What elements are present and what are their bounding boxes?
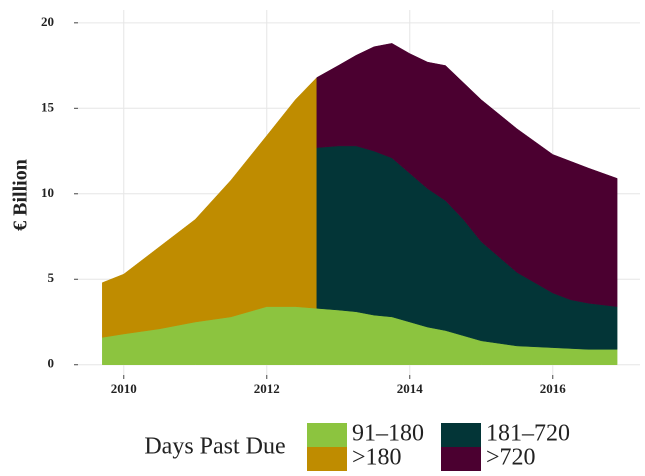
y-tick-label: 5: [48, 270, 55, 285]
legend-swatch: [441, 423, 481, 447]
y-axis-label: € Billion: [10, 159, 32, 231]
y-tick-label: 15: [41, 99, 55, 114]
legend-label: >180: [352, 445, 402, 471]
legend-swatch: [307, 423, 347, 447]
legend-label: >720: [486, 445, 536, 471]
area: [102, 76, 318, 338]
legend-swatch: [307, 447, 347, 471]
x-tick-label: 2010: [111, 381, 137, 396]
x-tick-label: 2016: [540, 381, 567, 396]
y-tick-label: 0: [48, 356, 55, 371]
x-tick-label: 2014: [397, 381, 424, 396]
legend-label: 91–180: [352, 421, 424, 447]
area: [316, 43, 618, 307]
legend-swatch: [441, 447, 481, 471]
y-tick-label: 20: [41, 14, 54, 29]
legend-title: Days Past Due: [144, 434, 285, 460]
x-tick-label: 2012: [254, 381, 280, 396]
y-tick-label: 10: [41, 185, 54, 200]
legend-label: 181–720: [486, 421, 570, 447]
